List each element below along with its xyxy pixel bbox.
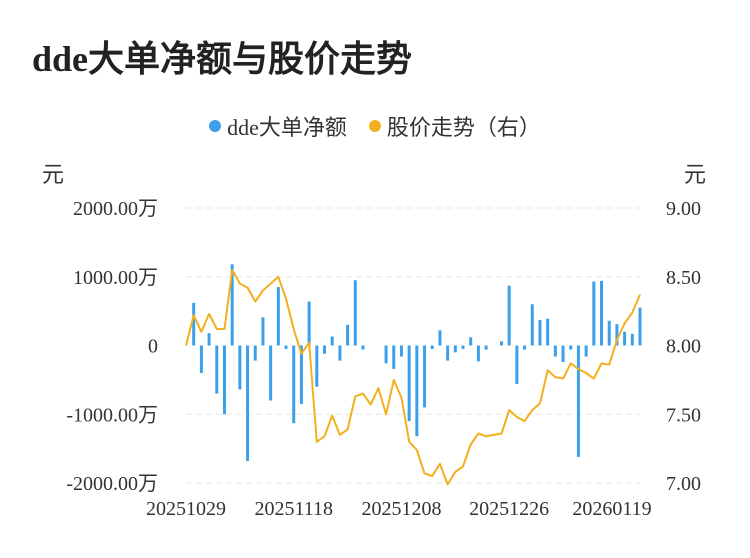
chart-title: dde大单净额与股价走势 (32, 39, 413, 79)
bar (446, 345, 450, 361)
line-series (185, 268, 641, 486)
bar (546, 318, 550, 346)
bar (384, 345, 388, 364)
bar (453, 345, 457, 353)
x-tick-label: 20251029 (146, 498, 226, 520)
bar (430, 345, 434, 349)
x-tick-label: 20260119 (572, 498, 651, 520)
x-tick-label: 20251226 (469, 498, 549, 520)
bar (615, 324, 619, 346)
bar-series (192, 264, 642, 461)
bar (438, 330, 442, 346)
right-axis-unit: 元 (684, 162, 707, 187)
right-tick-label: 7.00 (666, 473, 701, 495)
bar (330, 336, 334, 346)
bar (499, 341, 503, 346)
right-tick-label: 9.00 (666, 198, 701, 220)
bar (207, 333, 211, 346)
bar (538, 320, 542, 346)
bar (476, 345, 480, 362)
legend-label-bar: dde大单净额 (227, 115, 347, 140)
bar (230, 264, 234, 346)
right-tick-label: 7.50 (666, 404, 701, 426)
bar (592, 281, 596, 346)
legend-item-line[interactable]: 股价走势（右） (368, 110, 541, 142)
bar (638, 307, 642, 346)
bar (199, 345, 203, 373)
left-tick-label: 1000.00万 (73, 267, 158, 289)
x-axis: 20251029 20251118 20251208 20251226 20260119 (146, 498, 652, 520)
legend-dot-bar (209, 120, 222, 132)
bar (292, 345, 296, 424)
bar (484, 345, 488, 350)
bar (415, 345, 419, 437)
bar (323, 345, 327, 354)
bar (215, 345, 219, 394)
x-tick-label: 20251208 (361, 498, 441, 520)
bar (276, 287, 280, 346)
left-tick-label: -2000.00万 (66, 473, 158, 495)
bar (461, 345, 465, 349)
bar (284, 345, 288, 349)
bar (192, 302, 196, 346)
left-axis: -2000.00万 -1000.00万 0 1000.00万 2000.00万 (66, 198, 158, 495)
left-axis-unit: 元 (42, 162, 65, 187)
legend-dot-line (368, 120, 381, 132)
bar (246, 345, 250, 461)
bar (299, 345, 303, 404)
bar (261, 317, 265, 346)
bar (399, 345, 403, 357)
bar (423, 345, 427, 408)
legend-item-bar[interactable]: dde大单净额 (209, 110, 347, 142)
bar (623, 331, 627, 346)
bar (600, 280, 604, 346)
bar (469, 337, 473, 346)
bar (353, 280, 357, 346)
bar (523, 345, 527, 350)
bar (346, 324, 350, 346)
left-tick-label: 2000.00万 (73, 198, 158, 220)
right-tick-label: 8.50 (666, 267, 701, 289)
bar (515, 345, 519, 384)
bar (307, 301, 311, 346)
bar (315, 345, 319, 387)
legend: dde大单净额 股价走势（右） (0, 110, 750, 142)
left-tick-label: -1000.00万 (66, 404, 158, 426)
bar (584, 345, 588, 357)
bar (407, 345, 411, 422)
bar (530, 304, 534, 346)
bar (507, 285, 511, 346)
bar (361, 345, 365, 350)
right-tick-label: 8.00 (666, 336, 701, 358)
bar (253, 345, 257, 361)
bar (607, 320, 611, 346)
bar (630, 333, 634, 346)
bar (222, 345, 226, 415)
grid (186, 207, 640, 484)
legend-label-line: 股价走势（右） (386, 115, 541, 140)
left-tick-label: 0 (148, 336, 158, 358)
bar (238, 345, 242, 390)
price-line (185, 268, 641, 486)
bar (392, 345, 396, 369)
right-axis: 7.00 7.50 8.00 8.50 9.00 (666, 198, 701, 495)
bar (576, 345, 580, 457)
bar (553, 345, 557, 357)
bar (569, 345, 573, 350)
bar (269, 345, 273, 401)
x-tick-label: 20251118 (254, 498, 333, 520)
bar (338, 345, 342, 361)
bar (561, 345, 565, 362)
